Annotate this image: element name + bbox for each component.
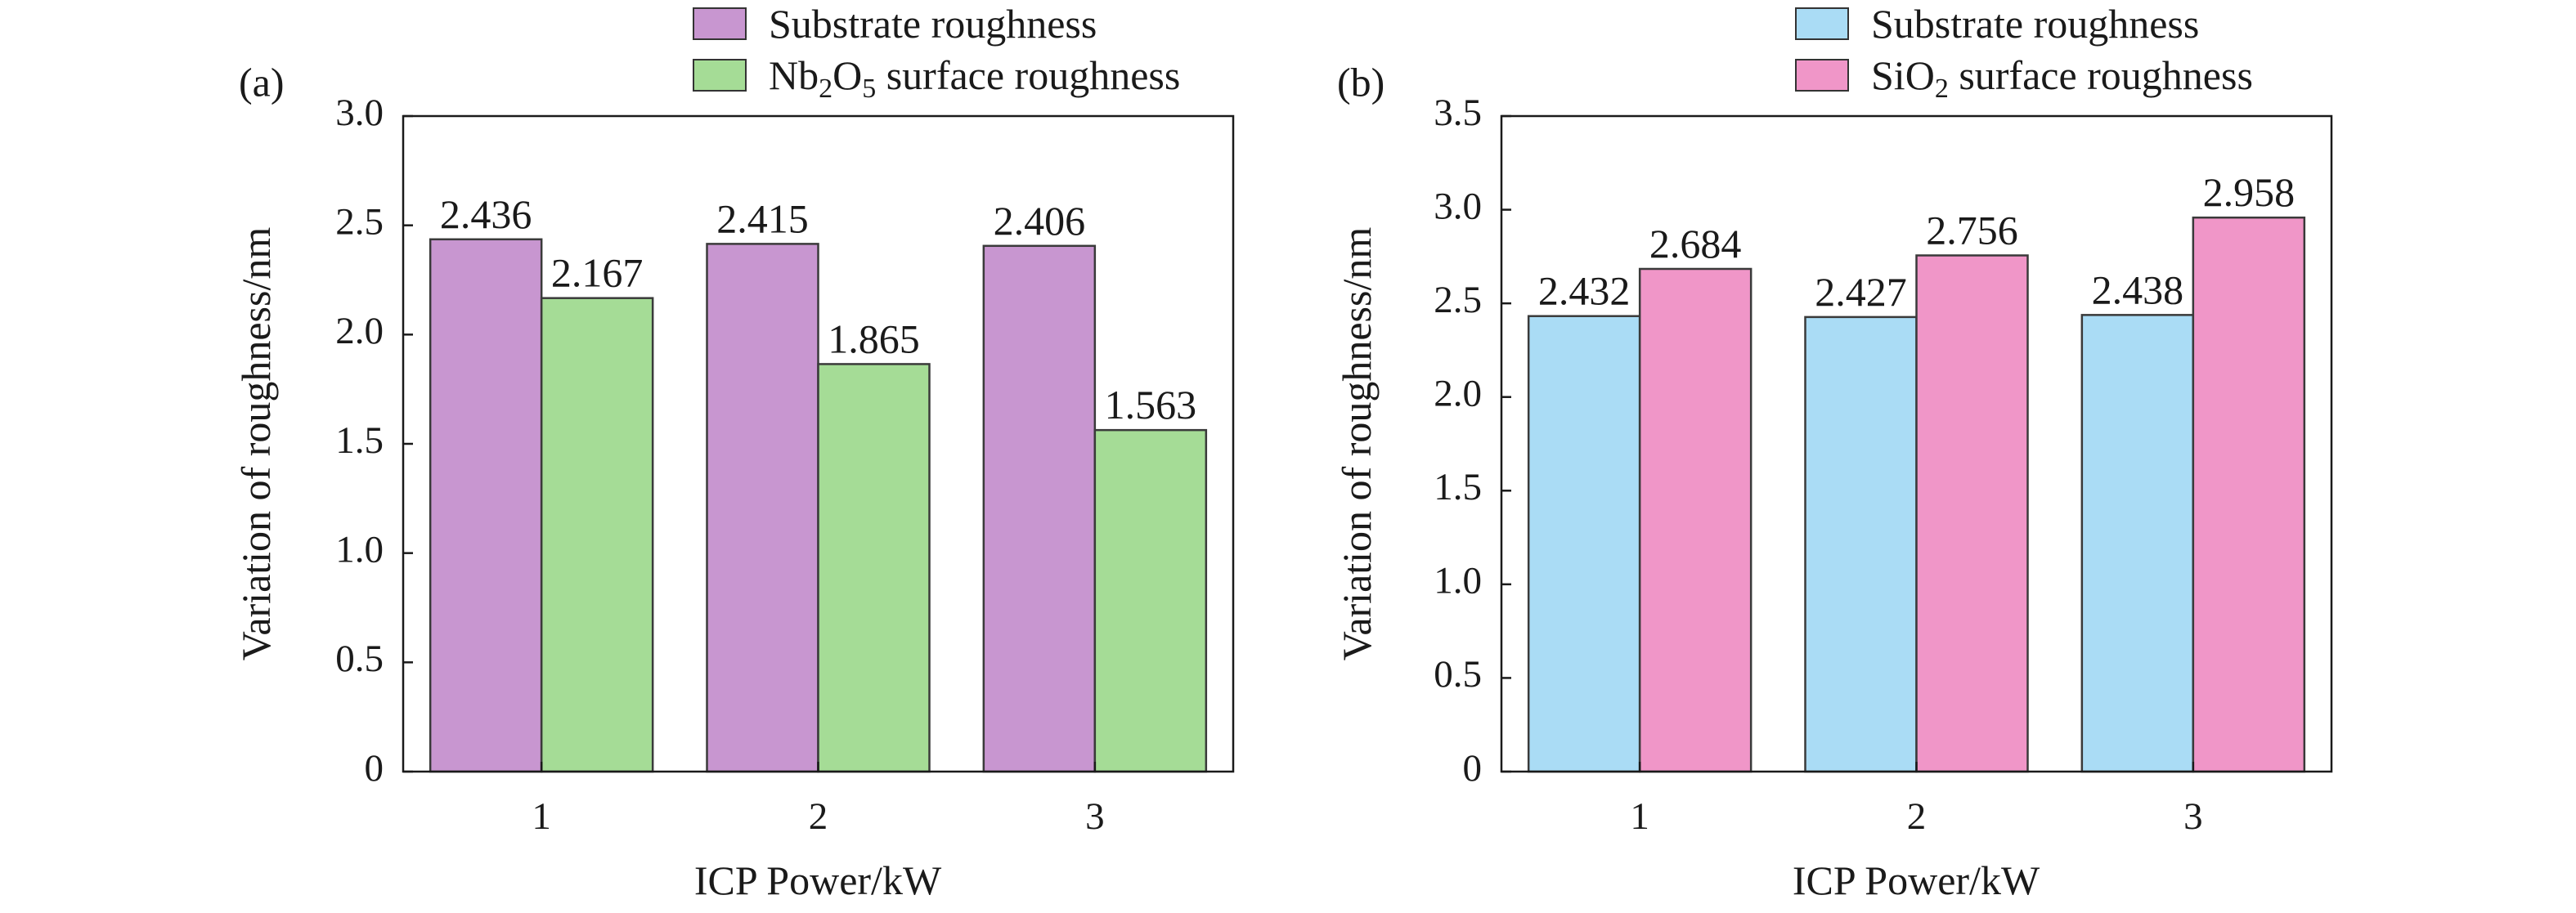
legend-swatch [693, 7, 747, 40]
x-tick-label: 2 [809, 795, 828, 838]
data-label: 2.436 [440, 191, 532, 237]
data-label: 2.438 [2092, 266, 2184, 312]
y-tick-label: 1.0 [335, 528, 384, 571]
legend-label-subscript: 2 [1935, 74, 1949, 104]
panel-label: (a) [239, 59, 285, 105]
x-tick-label: 1 [532, 795, 551, 838]
legend-label-text: O [832, 52, 862, 98]
y-tick-label: 0 [1463, 747, 1483, 790]
bar [706, 243, 819, 773]
legend-label: Substrate roughness [1871, 1, 2199, 47]
legend-label-subscript: 5 [862, 74, 876, 104]
legend-swatch [1795, 59, 1849, 92]
data-label: 2.432 [1538, 268, 1631, 314]
y-axis-title: Variation of roughness/nm [1334, 227, 1380, 661]
legend-swatch [1795, 7, 1849, 40]
data-label: 2.684 [1649, 221, 1742, 266]
data-label: 2.406 [994, 198, 1086, 244]
bar [2192, 216, 2306, 773]
y-tick-label: 3.5 [1434, 92, 1482, 134]
legend-swatch [693, 59, 747, 92]
y-tick-label: 0.5 [335, 638, 384, 680]
x-axis-title: ICP Power/kW [1793, 857, 2040, 903]
legend-label-subscript: 2 [819, 74, 832, 104]
legend-label-text: surface roughness [876, 52, 1180, 98]
bar [540, 297, 654, 773]
bar [1638, 267, 1752, 773]
x-axis-title: ICP Power/kW [694, 857, 942, 903]
y-tick-label: 1.5 [1434, 466, 1482, 508]
legend-label: Substrate roughness [769, 1, 1097, 47]
x-tick-label: 3 [1085, 795, 1105, 838]
bar [982, 244, 1097, 773]
data-label: 2.167 [551, 250, 644, 296]
legend-label-text: Substrate roughness [769, 1, 1097, 47]
data-label: 2.415 [716, 195, 809, 241]
y-tick-label: 3.0 [335, 92, 384, 134]
x-tick-label: 2 [1907, 795, 1927, 838]
y-tick-label: 0.5 [1434, 653, 1482, 696]
panel-label: (b) [1337, 59, 1384, 105]
x-tick-label: 1 [1630, 795, 1649, 838]
data-label: 2.958 [2203, 169, 2296, 215]
bar [429, 238, 543, 773]
bar [1093, 428, 1208, 773]
y-tick-label: 2.0 [335, 310, 384, 352]
legend-label: SiO2 surface roughness [1871, 52, 2253, 104]
legend-label-text: SiO [1871, 52, 1935, 98]
data-label: 2.756 [1926, 207, 2018, 253]
bar [1527, 315, 1641, 773]
bar [817, 363, 931, 773]
y-tick-label: 3.0 [1434, 185, 1482, 227]
bar [2080, 314, 2195, 773]
legend-label: Nb2O5 surface roughness [769, 52, 1180, 104]
y-axis-title: Variation of roughness/nm [233, 227, 279, 661]
x-tick-label: 3 [2183, 795, 2203, 838]
legend-label-text: surface roughness [1949, 52, 2253, 98]
y-tick-label: 2.5 [1434, 279, 1482, 321]
data-label: 2.427 [1815, 269, 1907, 315]
legend-label-text: Nb [769, 52, 819, 98]
data-label: 1.865 [828, 316, 920, 361]
y-tick-label: 1.0 [1434, 560, 1482, 602]
y-tick-label: 0 [365, 747, 384, 790]
legend-label-text: Substrate roughness [1871, 1, 2199, 47]
data-label: 1.563 [1105, 382, 1197, 427]
bar [1804, 316, 1918, 773]
y-tick-label: 2.5 [335, 200, 384, 243]
y-tick-label: 1.5 [335, 419, 384, 462]
bar [1915, 254, 2029, 773]
y-tick-label: 2.0 [1434, 372, 1482, 414]
